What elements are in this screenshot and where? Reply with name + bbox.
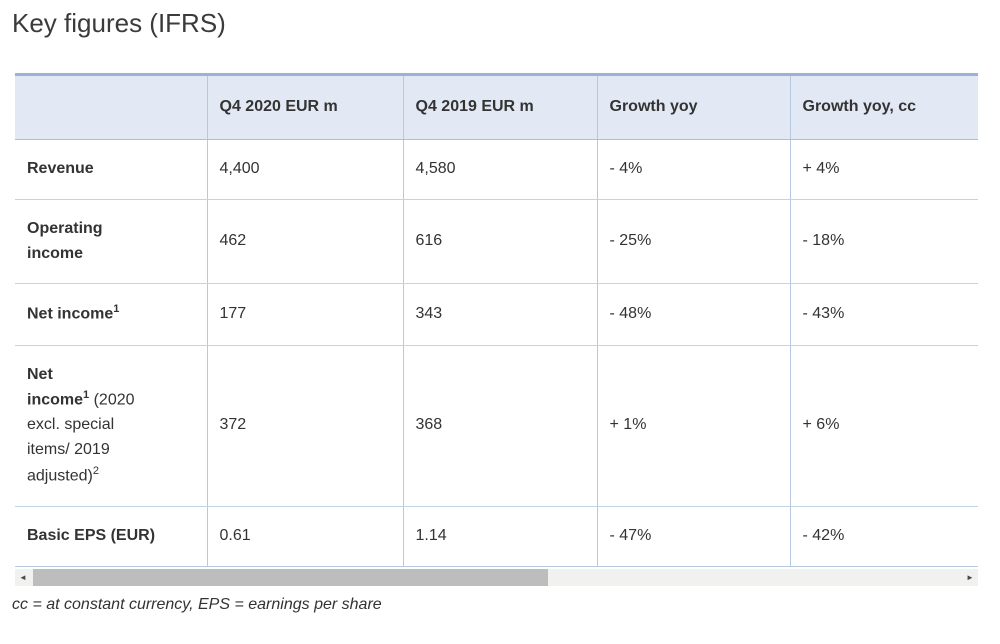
column-header-2: Q4 2019 EUR m bbox=[402, 74, 597, 140]
cell-value: - 4% bbox=[596, 139, 790, 200]
scroll-left-arrow-icon[interactable]: ◄ bbox=[19, 572, 27, 582]
cell-value: 368 bbox=[402, 345, 597, 508]
table-header: Q4 2020 EUR m Q4 2019 EUR m Growth yoy Grow… bbox=[15, 74, 978, 140]
table-row: Net income1 177 343- 48% - 43% bbox=[15, 283, 978, 346]
cell-value: - 47% bbox=[596, 506, 790, 567]
cell-value: 1.14 bbox=[402, 506, 597, 567]
table-row: Basic EPS (EUR) 0.61 1.14- 47% - 42% bbox=[15, 506, 978, 567]
table-row: Operating income 462 616- 25% - 18% bbox=[15, 199, 978, 285]
row-label: Revenue bbox=[15, 139, 207, 200]
cell-value: 372 bbox=[206, 345, 403, 508]
scroll-right-arrow-icon[interactable]: ► bbox=[966, 572, 974, 582]
table-row: Net income1 (2020 excl. special items/ 2… bbox=[15, 345, 978, 508]
cell-value: 177 bbox=[206, 283, 403, 346]
column-header-1: Q4 2020 EUR m bbox=[206, 74, 403, 140]
cell-value: + 1% bbox=[596, 345, 790, 508]
key-figures-table: Q4 2020 EUR m Q4 2019 EUR m Growth yoy Grow… bbox=[15, 73, 978, 567]
cell-value: 343 bbox=[402, 283, 597, 346]
column-header-3: Growth yoy bbox=[596, 74, 790, 140]
cell-value: 616 bbox=[402, 199, 597, 285]
cell-value: - 43% bbox=[789, 283, 978, 346]
cell-value: 462 bbox=[206, 199, 403, 285]
cell-value: 4,580 bbox=[402, 139, 597, 200]
row-label: Net income1 bbox=[15, 283, 207, 346]
table-row: Revenue 4,400 4,580- 4% + 4% bbox=[15, 139, 978, 200]
row-label: Operating income bbox=[15, 199, 207, 285]
cell-value: - 25% bbox=[596, 199, 790, 285]
row-label: Basic EPS (EUR) bbox=[15, 506, 207, 567]
column-header-4: Growth yoy, cc bbox=[789, 74, 978, 140]
cell-value: 0.61 bbox=[206, 506, 403, 567]
footnote: cc = at constant currency, EPS = earning… bbox=[12, 595, 382, 613]
page-title: Key figures (IFRS) bbox=[12, 8, 226, 38]
table-body: Revenue 4,400 4,580- 4% + 4% Operating incom… bbox=[15, 139, 978, 567]
horizontal-scrollbar[interactable]: ◄ ► bbox=[15, 568, 978, 586]
cell-value: + 4% bbox=[789, 139, 978, 200]
cell-value: - 18% bbox=[789, 199, 978, 285]
scrollbar-thumb[interactable] bbox=[33, 568, 548, 586]
cell-value: + 6% bbox=[789, 345, 978, 508]
row-label: Net income1 (2020 excl. special items/ 2… bbox=[15, 345, 207, 508]
cell-value: - 42% bbox=[789, 506, 978, 567]
header-row: Q4 2020 EUR m Q4 2019 EUR m Growth yoy Grow… bbox=[15, 74, 978, 140]
cell-value: 4,400 bbox=[206, 139, 403, 200]
column-header-0 bbox=[15, 74, 207, 140]
cell-value: - 48% bbox=[596, 283, 790, 346]
